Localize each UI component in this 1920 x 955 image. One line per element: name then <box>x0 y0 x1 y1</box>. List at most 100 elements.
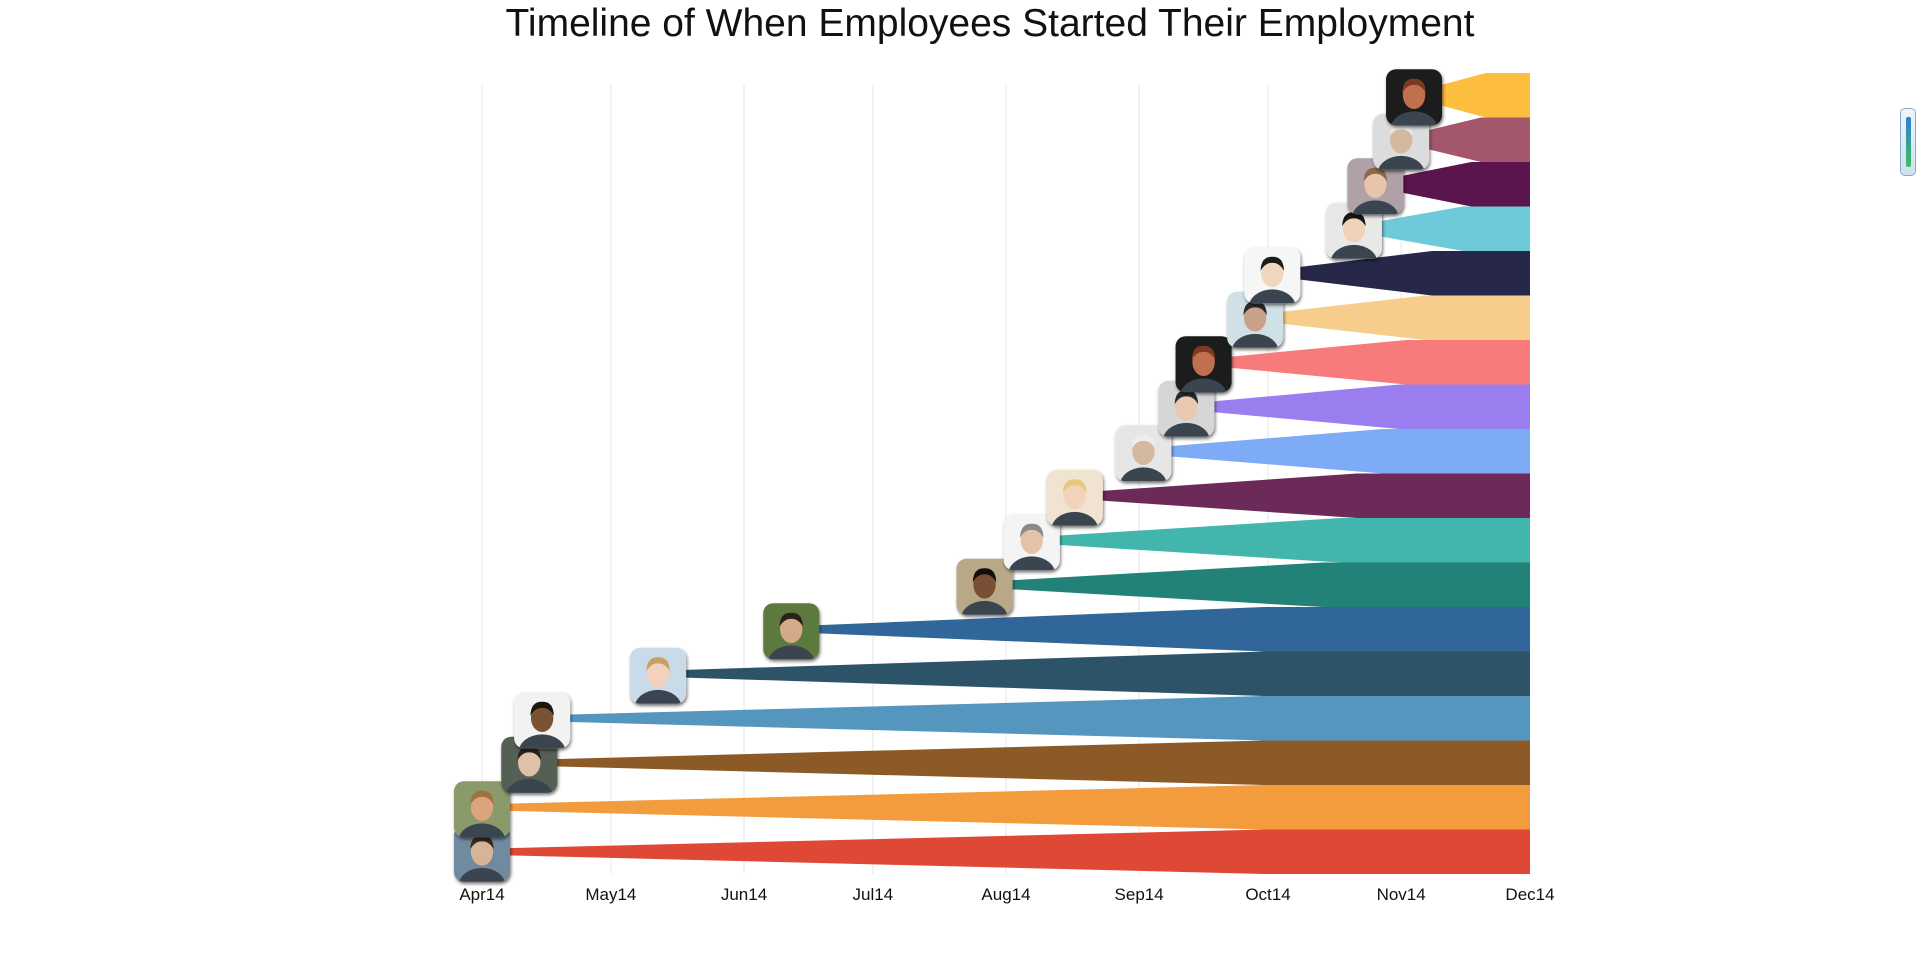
avatar-shoulders <box>1351 200 1399 215</box>
series-band <box>791 607 1530 652</box>
avatar-shoulders <box>1377 155 1425 170</box>
avatar-hair <box>1389 123 1413 138</box>
avatar-hair <box>530 701 554 716</box>
person-avatar-icon <box>1373 113 1430 170</box>
series-band <box>1074 473 1530 518</box>
avatar-hair <box>1174 390 1199 405</box>
series-band <box>1143 429 1530 474</box>
series-band <box>1031 518 1530 563</box>
avatar-shoulders <box>1162 422 1210 437</box>
avatar-face <box>780 615 803 644</box>
person-avatar-icon <box>630 647 687 704</box>
avatar-shoulders <box>1248 289 1296 304</box>
avatar-face <box>646 659 670 688</box>
series-band <box>1255 295 1530 340</box>
person-avatar-icon <box>501 736 558 793</box>
avatar-hair <box>1243 301 1267 316</box>
avatar-shoulders <box>1008 556 1056 571</box>
avatar-shoulders <box>505 778 553 793</box>
avatar-hair <box>1402 78 1426 93</box>
x-tick-label: Dec14 <box>1505 885 1554 904</box>
person-avatar-icon <box>1347 158 1404 215</box>
avatar-face <box>1402 81 1426 110</box>
series-band <box>529 740 1530 785</box>
avatar-face <box>530 704 554 733</box>
person-avatar-icon <box>1227 291 1284 348</box>
person-avatar-icon <box>454 825 510 882</box>
avatar-shoulders <box>767 645 815 660</box>
avatar-hair <box>646 657 670 672</box>
series-band <box>1353 206 1530 251</box>
scroll-indicator-icon[interactable] <box>1900 108 1916 176</box>
series-band <box>1414 73 1530 118</box>
x-tick-label: Aug14 <box>981 885 1030 904</box>
series-band <box>1186 384 1530 429</box>
avatar-hair <box>470 790 494 805</box>
avatar-shoulders <box>1330 244 1378 259</box>
avatar-hair <box>470 835 494 850</box>
series-band <box>1401 117 1530 162</box>
series-band <box>482 829 1530 874</box>
avatar-hair <box>1363 167 1388 182</box>
scroll-indicator-bar <box>1906 117 1911 167</box>
x-tick-label: Oct14 <box>1245 885 1290 904</box>
person-avatar-icon <box>514 692 571 749</box>
series-band <box>1203 340 1530 385</box>
avatar-hair <box>779 612 804 627</box>
x-axis: Apr14 May14 Jun14 Jul14 Aug14 Sep14 Oct14 Nov14… <box>459 885 1554 904</box>
avatar-face <box>518 748 541 777</box>
person-avatar-icon <box>1325 202 1382 259</box>
avatar-face <box>1132 437 1155 466</box>
avatar-hair <box>1062 479 1087 494</box>
avatars <box>454 69 1443 882</box>
avatar-face <box>470 793 494 822</box>
avatar-face <box>1342 214 1366 243</box>
avatar-hair <box>1342 212 1366 227</box>
person-avatar-icon <box>1046 469 1103 526</box>
avatar-shoulders <box>1180 378 1228 393</box>
avatar-face <box>1261 259 1284 288</box>
series-band <box>482 785 1530 830</box>
person-avatar-icon <box>454 781 510 838</box>
series-band <box>658 651 1530 696</box>
avatar-face <box>1063 481 1086 510</box>
avatar-shoulders <box>1051 511 1099 526</box>
avatar-shoulders <box>458 823 506 838</box>
avatar-face <box>973 570 996 599</box>
avatar-shoulders <box>634 689 682 704</box>
avatar-shoulders <box>1231 333 1279 348</box>
x-tick-label: Sep14 <box>1115 885 1164 904</box>
avatar-hair <box>1191 345 1216 360</box>
avatar-shoulders <box>961 600 1009 615</box>
avatar-hair <box>517 746 542 761</box>
avatar-shoulders <box>518 734 566 749</box>
person-avatar-icon <box>1158 380 1215 437</box>
person-avatar-icon <box>1244 247 1301 304</box>
avatar-hair <box>1020 523 1044 538</box>
avatar-face <box>1020 526 1043 555</box>
avatar-face <box>470 837 494 866</box>
x-tick-label: Jul14 <box>853 885 894 904</box>
chart-title: Timeline of When Employees Started Their… <box>505 2 1475 45</box>
x-tick-label: May14 <box>585 885 636 904</box>
x-tick-label: Nov14 <box>1377 885 1426 904</box>
person-avatar-icon <box>1115 425 1172 482</box>
avatar-face <box>1243 303 1267 332</box>
x-tick-label: Apr14 <box>459 885 504 904</box>
series-band <box>542 696 1530 741</box>
avatar-hair <box>972 568 997 583</box>
person-avatar-icon <box>1175 336 1232 393</box>
avatar-shoulders <box>1119 467 1167 482</box>
avatar-face <box>1192 348 1215 377</box>
series-bands <box>482 73 1530 874</box>
series-band <box>984 562 1530 607</box>
avatar-hair <box>1260 256 1285 271</box>
avatar-face <box>1364 170 1387 199</box>
avatar-shoulders <box>458 867 506 882</box>
series-band <box>1375 162 1530 207</box>
avatar-shoulders <box>1390 111 1438 126</box>
avatar-face <box>1175 392 1198 421</box>
person-avatar-icon <box>1386 69 1443 126</box>
